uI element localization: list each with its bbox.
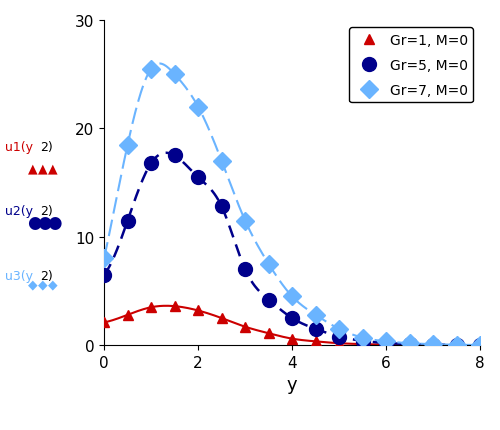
Text: 2): 2) [40,270,53,283]
Text: ▲: ▲ [48,162,57,175]
Text: ◆: ◆ [48,278,57,291]
Text: ▲: ▲ [38,162,47,175]
Text: 2): 2) [40,205,53,218]
Text: ◆: ◆ [28,278,37,291]
Text: ▲: ▲ [28,162,37,175]
Text: ●: ● [38,214,52,232]
Text: u3(y: u3(y [5,270,33,283]
X-axis label: y: y [287,375,298,393]
Text: ◆: ◆ [38,278,47,291]
Text: 2): 2) [40,141,53,154]
Legend: Gr=1, M=0, Gr=5, M=0, Gr=7, M=0: Gr=1, M=0, Gr=5, M=0, Gr=7, M=0 [350,28,473,103]
Text: ●: ● [48,214,62,232]
Text: u1(y: u1(y [5,141,33,154]
Text: u2(y: u2(y [5,205,33,218]
Text: ●: ● [28,214,42,232]
